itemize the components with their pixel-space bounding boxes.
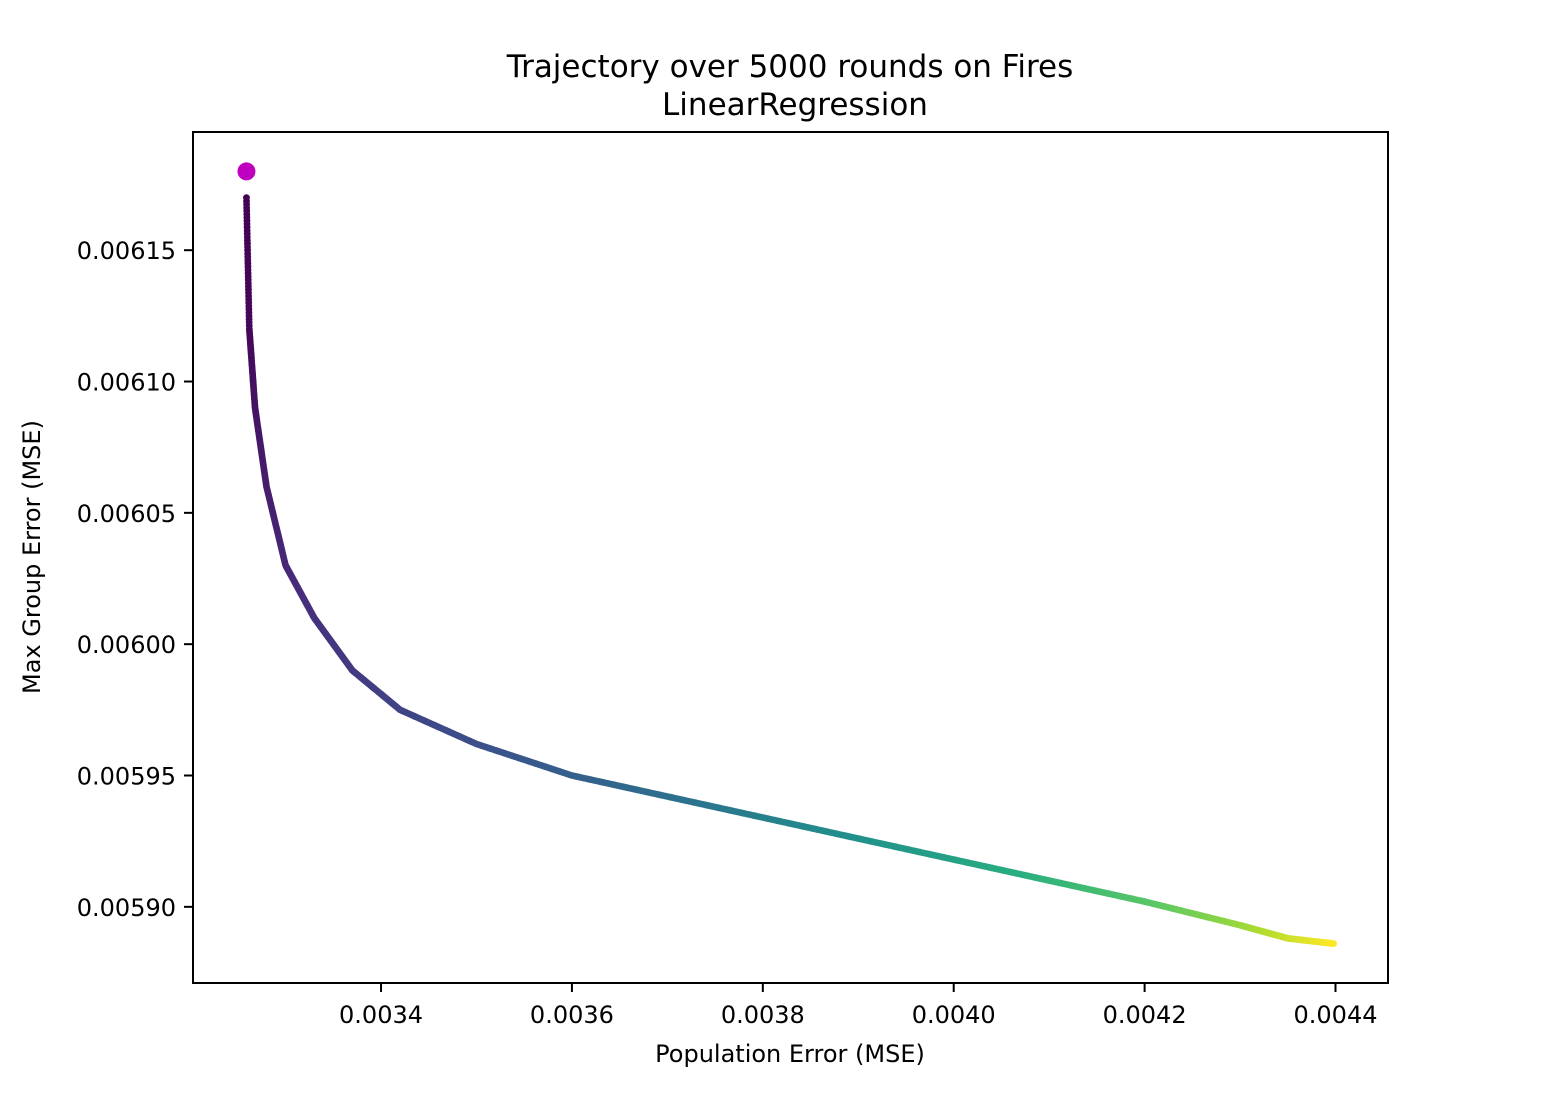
x-tick-label: 0.0042 [1103,1001,1187,1029]
start-point-marker [237,162,256,181]
chart-subtitle: LinearRegression [662,87,928,123]
y-tick-label: 0.00590 [77,894,176,922]
x-tick-label: 0.0040 [912,1001,996,1029]
plot-marks [237,162,1337,948]
x-tick-label: 0.0038 [721,1001,805,1029]
x-tick-label: 0.0034 [339,1001,423,1029]
y-tick-label: 0.00600 [77,631,176,659]
y-tick-label: 0.00605 [77,500,176,528]
y-tick-label: 0.00610 [77,369,176,397]
y-tick-label: 0.00615 [77,237,176,265]
chart-title: Trajectory over 5000 rounds on Fires [506,49,1074,85]
y-tick-label: 0.00595 [77,763,176,791]
x-axis-label: Population Error (MSE) [655,1040,925,1068]
x-tick-label: 0.0036 [530,1001,614,1029]
plot-frame [192,131,1389,984]
x-tick-label: 0.0044 [1294,1001,1378,1029]
trajectory-point [1330,940,1337,948]
y-axis-label: Max Group Error (MSE) [18,420,46,694]
y-axis-ticks: 0.00590 0.00595 0.00600 0.00605 0.00610 0.006… [77,237,193,922]
x-axis-ticks: 0.0034 0.0036 0.0038 0.0040 0.0042 0.0044 [339,983,1377,1029]
